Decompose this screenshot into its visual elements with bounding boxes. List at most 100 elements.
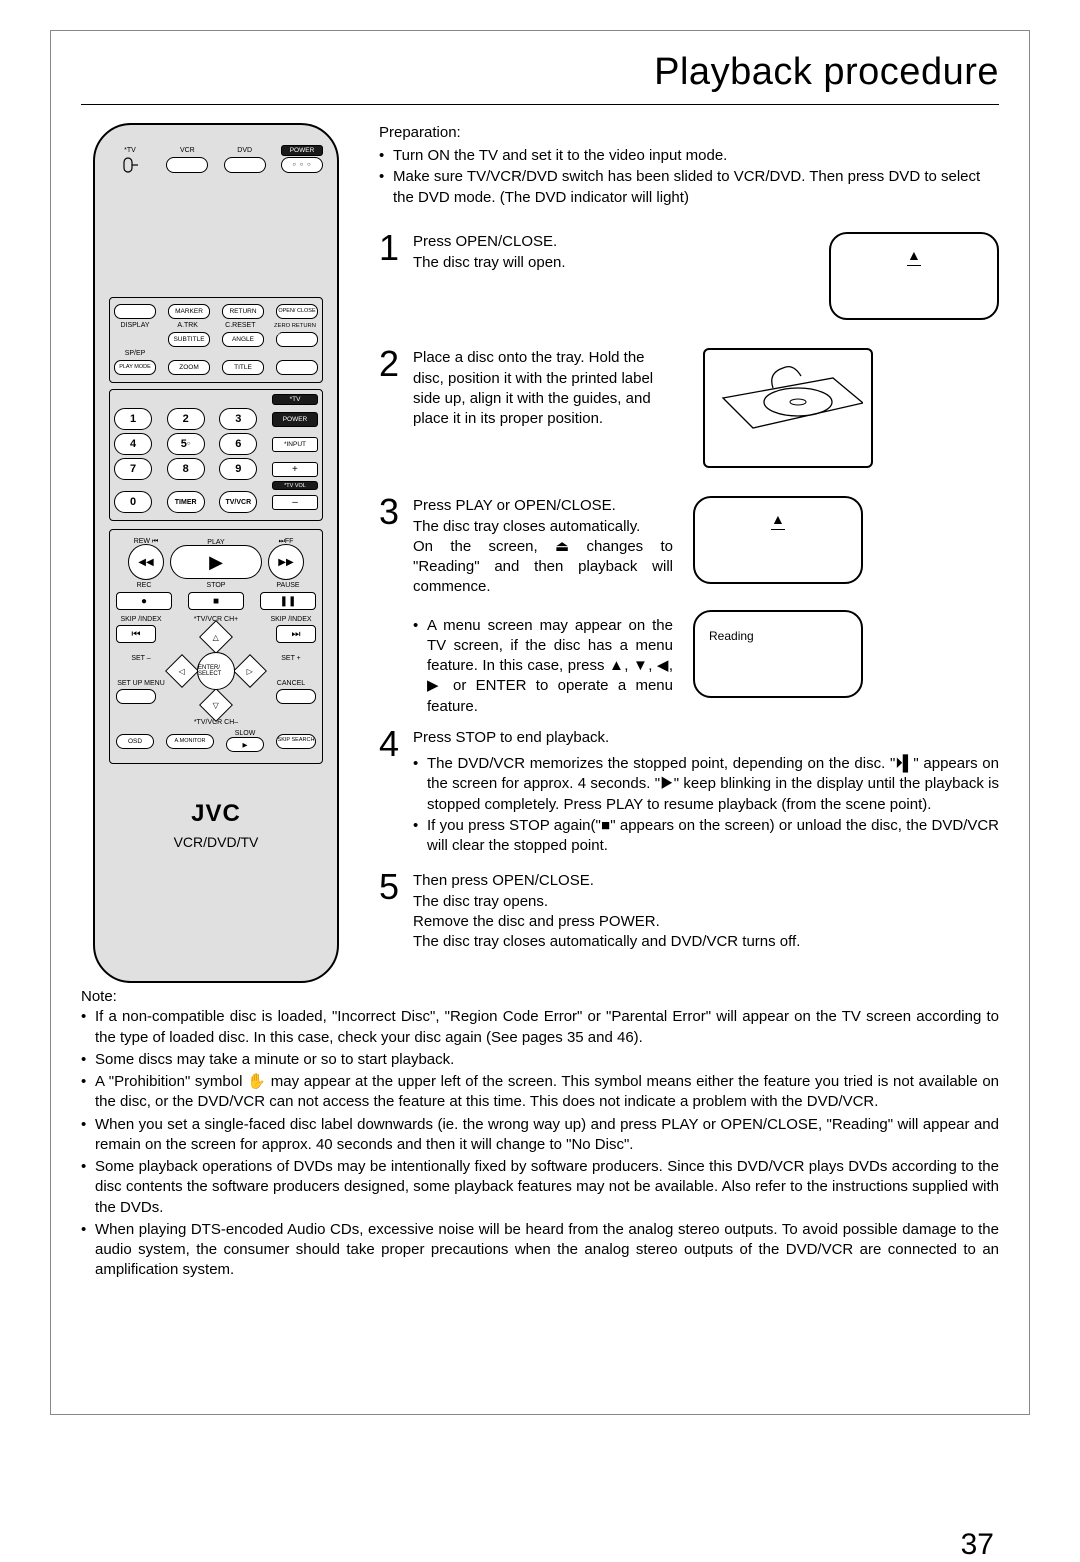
rew-button[interactable]: ◀◀: [128, 544, 164, 580]
side-vol-plus[interactable]: +: [272, 462, 318, 477]
skip-search-button[interactable]: SKIP SEARCH: [276, 734, 316, 749]
amonitor-button[interactable]: A.MONITOR: [166, 734, 214, 749]
step-3-bullets: A menu screen may appear on the TV scree…: [413, 616, 673, 718]
num-0[interactable]: 0: [114, 491, 152, 513]
zoom-button[interactable]: ZOOM: [168, 360, 210, 375]
set-minus-label: SET –: [116, 655, 166, 662]
step-1-text: Press OPEN/CLOSE. The disc tray will ope…: [413, 232, 799, 320]
num-8[interactable]: 8: [167, 458, 205, 480]
play-button[interactable]: ▶: [170, 545, 262, 579]
num-7[interactable]: 7: [114, 458, 152, 480]
step-3-body: Press PLAY or OPEN/CLOSE. The disc tray …: [413, 496, 999, 718]
step-4-bullets: The DVD/VCR memorizes the stopped point,…: [413, 754, 999, 856]
vcr-switch[interactable]: [166, 157, 208, 173]
prep-bullet-2: Make sure TV/VCR/DVD switch has been sli…: [393, 166, 999, 208]
side-tv-label: *TV: [272, 394, 318, 405]
step-2-number: 2: [379, 348, 403, 468]
direction-pad: △ ▽ ◁ ▷ ENTER/ SELECT: [168, 623, 264, 719]
step-1: 1 Press OPEN/CLOSE. The disc tray will o…: [379, 232, 999, 320]
angle-button[interactable]: ANGLE: [222, 332, 264, 347]
step-3: 3 Press PLAY or OPEN/CLOSE. The disc tra…: [379, 496, 999, 718]
page-title: Playback procedure: [81, 51, 999, 94]
num-5[interactable]: 5○: [167, 433, 205, 455]
setup-menu-button[interactable]: [116, 689, 156, 704]
skip-index-l-label: SKIP /INDEX: [116, 616, 166, 623]
tvvcr-button[interactable]: TV/VCR: [219, 491, 257, 513]
creset-label: C.RESET: [219, 322, 261, 329]
zeroreturn-label: ZERO RETURN: [272, 323, 318, 329]
side-vol-minus[interactable]: –: [272, 495, 318, 510]
dpad-up[interactable]: △: [199, 620, 233, 654]
ff-button[interactable]: ▶▶: [268, 544, 304, 580]
pause-button[interactable]: ❚❚: [260, 592, 316, 610]
slow-button[interactable]: ▶: [226, 737, 264, 752]
num-4[interactable]: 4: [114, 433, 152, 455]
step-3-number: 3: [379, 496, 403, 718]
transport-block: REW ⏮ PLAY ⏭FF ◀◀ ▶ ▶▶ REC STOP PAUSE: [109, 529, 323, 764]
osd-button[interactable]: OSD: [116, 734, 154, 749]
return-button[interactable]: RETURN: [222, 304, 264, 319]
play-mode-button[interactable]: PLAY MODE: [114, 360, 156, 375]
side-input[interactable]: *INPUT: [272, 437, 318, 452]
note-title: Note:: [81, 987, 999, 1007]
step-5-number: 5: [379, 871, 403, 952]
note-1: If a non-compatible disc is loaded, "Inc…: [95, 1007, 999, 1048]
function-grid: DVD MENU MARKER RETURN OPEN/ CLOSE DISPL…: [109, 297, 323, 383]
dpad-right[interactable]: ▷: [233, 654, 267, 688]
prep-bullet-1: Turn ON the TV and set it to the video i…: [393, 145, 999, 166]
atrk-label: A.TRK: [167, 322, 209, 329]
cancel-label: CANCEL: [266, 680, 316, 687]
num-6[interactable]: 6: [219, 433, 257, 455]
dpad-left[interactable]: ◁: [165, 654, 199, 688]
disc-tray-icon: [713, 358, 863, 458]
step-5-text: Then press OPEN/CLOSE. The disc tray ope…: [413, 871, 999, 952]
timer-button[interactable]: TIMER: [167, 491, 205, 513]
tv-label: *TV: [109, 147, 151, 154]
dvd-label: DVD: [224, 147, 266, 154]
num-9[interactable]: 9: [219, 458, 257, 480]
repeat-button[interactable]: REPEAT A-B: [276, 360, 318, 375]
step-3-figure: ▲: [693, 496, 863, 584]
stop-button[interactable]: ■: [188, 592, 244, 610]
tv-switch-icon: [109, 157, 151, 173]
rec-label: REC: [116, 582, 172, 589]
set-plus-label: SET +: [266, 655, 316, 662]
title-button[interactable]: TITLE: [222, 360, 264, 375]
num-2[interactable]: 2: [167, 408, 205, 430]
note-2: Some discs may take a minute or so to st…: [95, 1050, 999, 1070]
step-4-bullet-2: If you press STOP again("■" appears on t…: [427, 816, 999, 857]
open-close-button[interactable]: OPEN/ CLOSE: [276, 304, 318, 319]
eject-icon: ▲: [907, 246, 921, 266]
power-label: POWER: [281, 145, 323, 156]
step-3-bullet-1: A menu screen may appear on the TV scree…: [427, 616, 673, 717]
dvd-switch[interactable]: [224, 157, 266, 173]
side-power[interactable]: POWER: [272, 412, 318, 427]
slow-label: SLOW: [226, 730, 264, 737]
preparation-title: Preparation:: [379, 123, 999, 143]
note-block: Note: If a non-compatible disc is loaded…: [81, 987, 999, 1281]
step-4-body: Press STOP to end playback. The DVD/VCR …: [413, 728, 999, 858]
enter-select-button[interactable]: ENTER/ SELECT: [197, 652, 235, 690]
subtitle-button[interactable]: SUBTITLE: [168, 332, 210, 347]
dvd-menu-button[interactable]: DVD MENU: [114, 304, 156, 319]
step-1-number: 1: [379, 232, 403, 320]
step-4-text: Press STOP to end playback.: [413, 728, 999, 748]
side-tvvol-label: *TV VOL: [272, 481, 318, 490]
skip-prev-button[interactable]: ⏮: [116, 625, 156, 643]
eject-icon-2: ▲: [771, 510, 785, 530]
dpad-down[interactable]: ▽: [199, 688, 233, 722]
rec-button[interactable]: ●: [116, 592, 172, 610]
step-3-text: Press PLAY or OPEN/CLOSE. The disc tray …: [413, 496, 673, 597]
num-1[interactable]: 1: [114, 408, 152, 430]
skip-next-button[interactable]: ⏭: [276, 625, 316, 643]
cancel-button[interactable]: [276, 689, 316, 704]
note-5: Some playback operations of DVDs may be …: [95, 1157, 999, 1218]
step-4: 4 Press STOP to end playback. The DVD/VC…: [379, 728, 999, 858]
stop-label: STOP: [188, 582, 244, 589]
power-button[interactable]: ○ ○ ○: [281, 157, 323, 173]
vcr-label: VCR: [166, 147, 208, 154]
search-mode-button[interactable]: SEARCH MODE: [276, 332, 318, 347]
num-3[interactable]: 3: [219, 408, 257, 430]
marker-button[interactable]: MARKER: [168, 304, 210, 319]
numpad-block: *TV 1 2 3 POWER 4 5○ 6 *INPUT 7: [109, 389, 323, 521]
